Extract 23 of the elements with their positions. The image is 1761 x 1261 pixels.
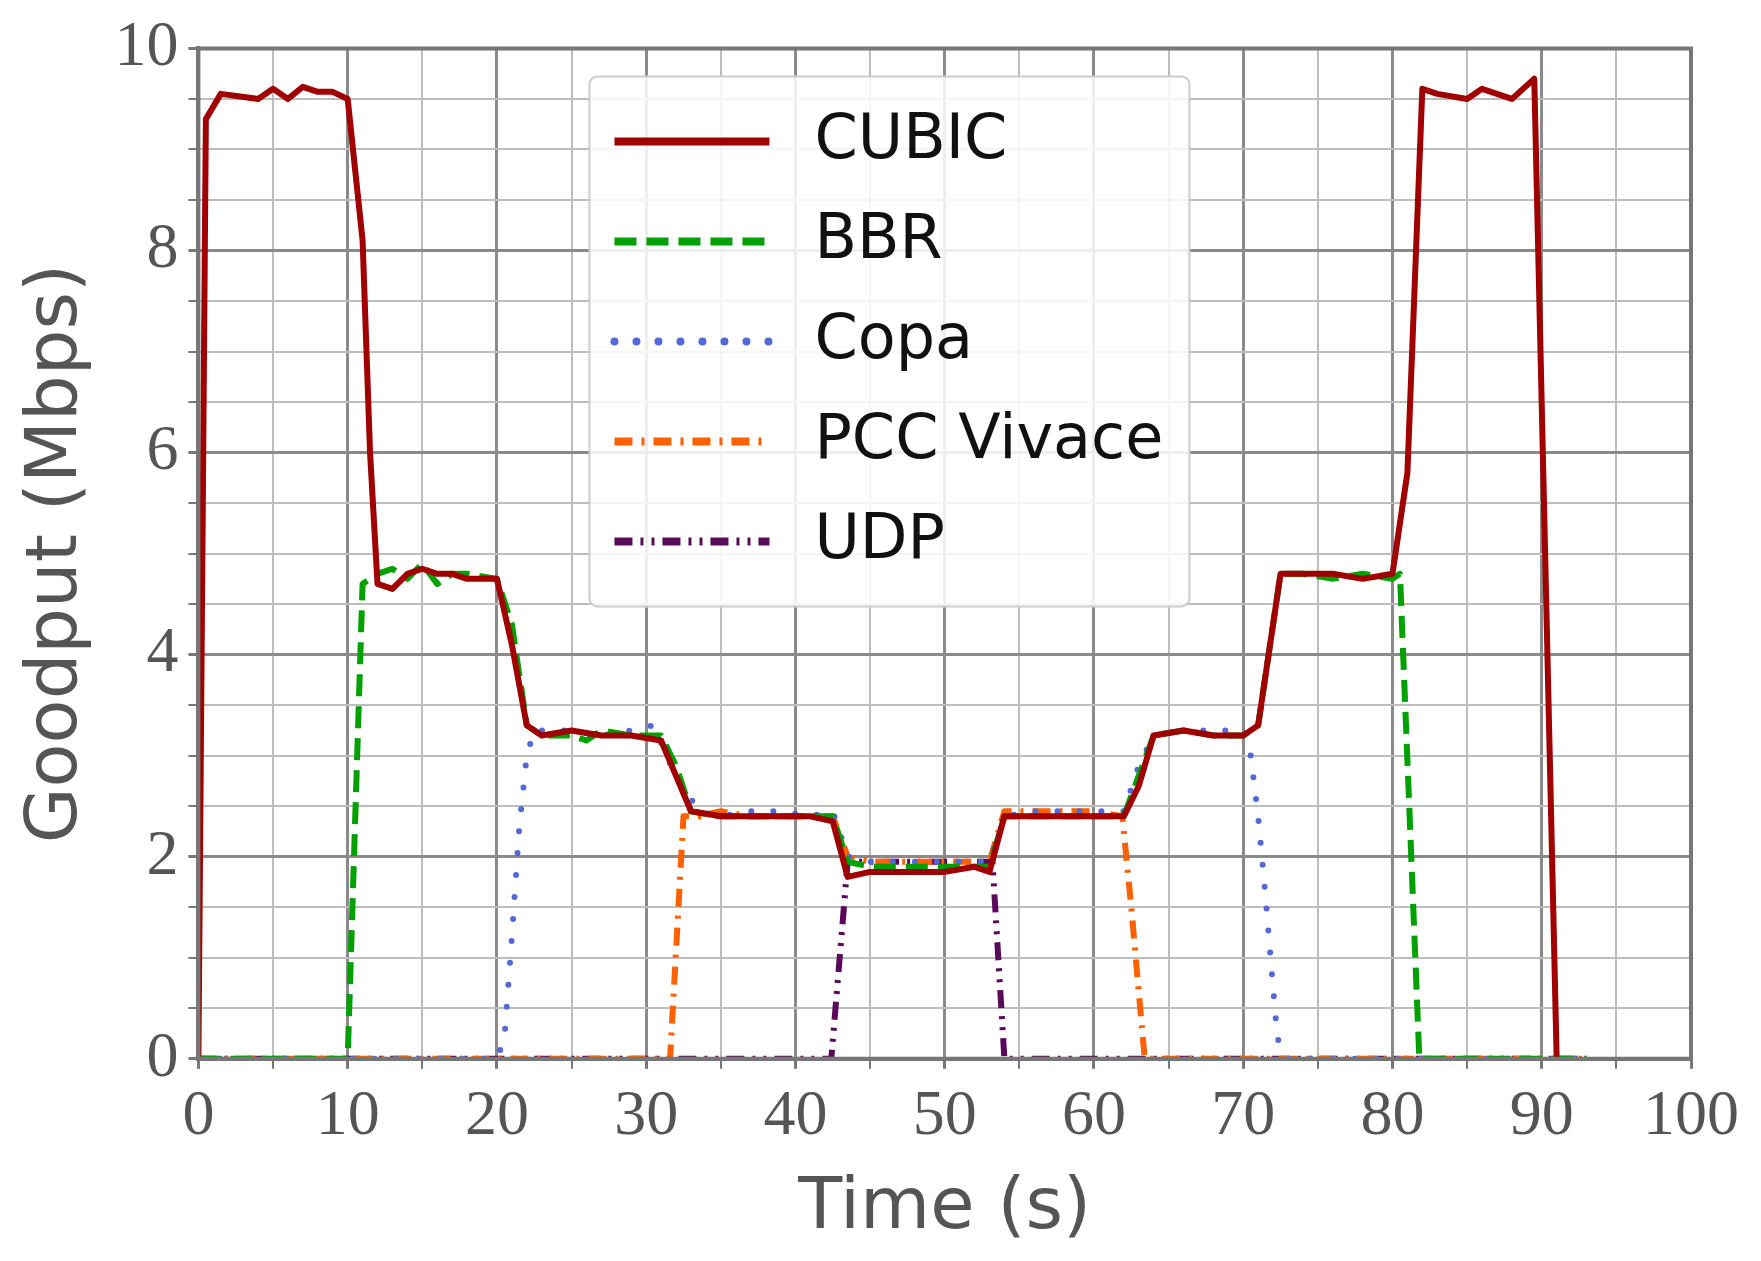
legend-label: CUBIC [814,99,1008,173]
x-tick-label: 90 [1509,1077,1574,1149]
x-tick-label: 100 [1643,1077,1739,1149]
x-tick-label: 30 [614,1077,679,1149]
y-tick-label: 0 [146,1018,179,1090]
x-tick-label: 70 [1211,1077,1276,1149]
y-tick-label: 10 [114,8,179,80]
y-tick-label: 8 [146,210,179,282]
legend-label: Copa [814,299,974,373]
legend-label: UDP [814,499,945,573]
x-tick-label: 10 [315,1077,380,1149]
x-axis-title: Time (s) [797,1160,1092,1245]
x-tick-label: 40 [763,1077,828,1149]
legend-label: BBR [814,199,943,273]
y-tick-label: 6 [146,412,179,484]
x-tick-label: 80 [1360,1077,1425,1149]
x-tick-label: 20 [464,1077,529,1149]
y-axis-title: Goodput (Mbps) [8,263,93,844]
x-tick-label: 60 [1061,1077,1126,1149]
legend-label: PCC Vivace [814,399,1164,473]
y-tick-label: 2 [146,816,179,888]
y-tick-label: 4 [146,614,179,686]
x-tick-label: 50 [912,1077,977,1149]
